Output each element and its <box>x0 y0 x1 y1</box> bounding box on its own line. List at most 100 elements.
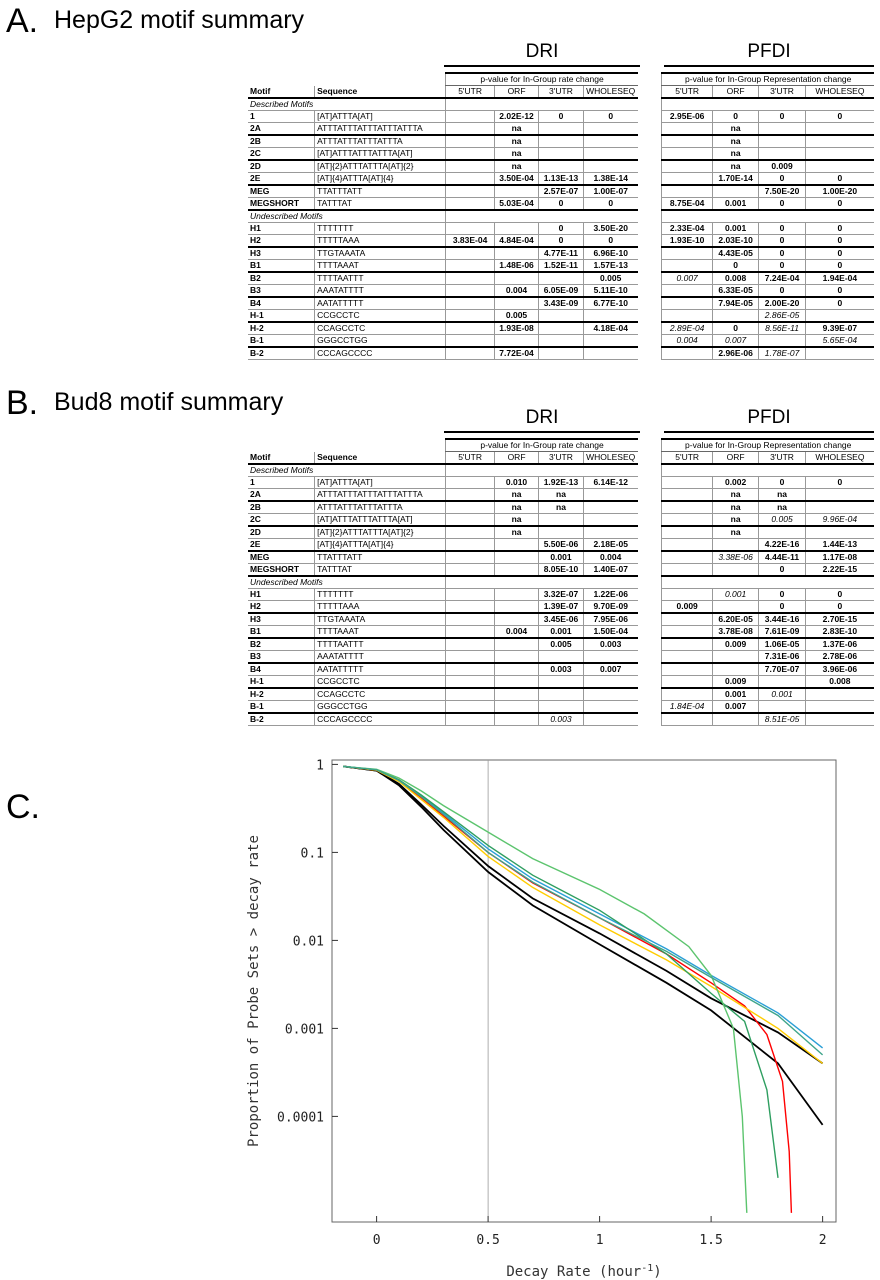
pfdi-value <box>661 259 713 273</box>
dri-value <box>493 588 539 601</box>
dri-value: 0.004 <box>493 284 539 298</box>
pfdi-value: 6.20E-05 <box>711 613 759 626</box>
pfdi-value: 7.94E-05 <box>711 297 759 310</box>
pfdi-value: na <box>711 526 759 539</box>
motif-name: B3 <box>248 284 315 298</box>
pfdi-value: 0 <box>804 476 874 489</box>
dri-value <box>493 713 539 726</box>
y-tick-label: 0.001 <box>285 1022 324 1037</box>
dri-value <box>445 688 495 701</box>
dri-value: 5.03E-04 <box>493 197 539 211</box>
dri-value: 8.05E-10 <box>538 563 584 577</box>
dri-value <box>538 700 584 714</box>
col-header-pfdi: 3'UTR <box>758 85 806 99</box>
pfdi-value <box>661 713 713 726</box>
dri-value <box>538 513 584 527</box>
motif-sequence: AATATTTTT <box>314 297 446 310</box>
dri-value <box>493 613 539 626</box>
pfdi-value: 0.001 <box>758 688 806 701</box>
motif-sequence: CCCAGCCCC <box>314 713 446 726</box>
col-header-pfdi: ORF <box>711 451 759 465</box>
pfdi-value <box>661 513 713 527</box>
pfdi-value <box>758 675 806 689</box>
series-line <box>343 765 824 1056</box>
dri-value: 1.13E-13 <box>538 172 584 186</box>
col-header-dri: ORF <box>493 451 539 465</box>
motif-name: H-1 <box>248 675 315 689</box>
series-line <box>343 765 824 1065</box>
dri-value <box>538 160 584 173</box>
dri-value <box>538 347 584 360</box>
panel-b-pfdi-title: PFDI <box>747 407 791 428</box>
pfdi-value: 8.56E-11 <box>758 322 806 335</box>
dri-value <box>538 526 584 539</box>
dri-value: 0.010 <box>493 476 539 489</box>
y-tick-label: 0.1 <box>301 846 324 861</box>
motif-name: B-2 <box>248 713 315 726</box>
pfdi-value: 0 <box>758 110 806 123</box>
pfdi-value: 0.008 <box>711 272 759 285</box>
motif-sequence: [AT]ATTTA[AT] <box>314 476 446 489</box>
motif-sequence: ATTTATTTATTTATTTA <box>314 501 446 514</box>
pfdi-value <box>661 551 713 564</box>
pfdi-value: 6.33E-05 <box>711 284 759 298</box>
dri-value <box>582 488 638 502</box>
section-label: Described Motifs <box>248 98 446 111</box>
dri-value <box>582 122 638 136</box>
table-row: B3 AAATATTTT 0.004 6.05E-09 5.11E-10 6.33E-05… <box>248 284 874 298</box>
section-label-row: Described Motifs <box>248 464 874 477</box>
table-row: 2C [AT]ATTTATTTATTTA[AT] na na 0.005 9.96E-04 <box>248 513 874 527</box>
table-subheader-row: p-value for In-Group rate change p-value … <box>248 438 874 452</box>
motif-name: 2E <box>248 538 315 552</box>
panel-b-dri-title: DRI <box>525 407 559 428</box>
pfdi-value: 8.51E-05 <box>758 713 806 726</box>
panel-b-dri-rule <box>444 431 640 433</box>
panel-b-title: Bud8 motif summary <box>54 388 284 416</box>
hepg2-motif-table: p-value for In-Group rate change p-value … <box>248 72 874 360</box>
dri-value: 1.93E-08 <box>493 322 539 335</box>
motif-sequence: CCGCCTC <box>314 675 446 689</box>
dri-value: 7.95E-06 <box>582 613 638 626</box>
table-row: B-1 GGGCCTGG 0.004 0.007 5.65E-04 <box>248 334 874 348</box>
pfdi-value <box>661 488 713 502</box>
dri-value: 1.57E-13 <box>582 259 638 273</box>
dri-value <box>445 513 495 527</box>
pfdi-value: 0 <box>758 284 806 298</box>
blank-cell <box>445 464 638 477</box>
pfdi-value <box>758 147 806 161</box>
pfdi-value: 1.00E-20 <box>804 185 874 198</box>
pfdi-value: 7.31E-06 <box>758 650 806 664</box>
table-row: B4 AATATTTTT 3.43E-09 6.77E-10 7.94E-05 2.00E… <box>248 297 874 310</box>
blank-cell <box>661 210 874 223</box>
dri-value <box>493 563 539 577</box>
motif-name: 1 <box>248 110 315 123</box>
dri-value: 3.50E-20 <box>582 222 638 235</box>
pfdi-value <box>711 650 759 664</box>
col-header-pfdi: 3'UTR <box>758 451 806 465</box>
pfdi-value <box>711 563 759 577</box>
dri-value <box>582 347 638 360</box>
pfdi-value: 7.70E-07 <box>758 663 806 676</box>
table-row: H1 TTTTTTT 0 3.50E-20 2.33E-04 0.001 0 0 <box>248 222 874 235</box>
pfdi-value <box>804 688 874 701</box>
pfdi-value: 0 <box>804 197 874 211</box>
dri-value: 2.18E-05 <box>582 538 638 552</box>
motif-sequence: TTTTTAAA <box>314 600 446 614</box>
dri-value: 1.50E-04 <box>582 625 638 639</box>
pfdi-value <box>661 675 713 689</box>
pfdi-value: 2.70E-15 <box>804 613 874 626</box>
motif-sequence: [AT]{2}ATTTATTTA[AT]{2} <box>314 160 446 173</box>
table-row: MEG TTATTTATT 0.001 0.004 3.38E-06 4.44E-11 1.… <box>248 551 874 564</box>
dri-value <box>445 147 495 161</box>
section-label: Undescribed Motifs <box>248 210 446 223</box>
motif-sequence: TTTTAATTT <box>314 638 446 651</box>
dri-value <box>582 650 638 664</box>
dri-value <box>445 488 495 502</box>
table-row: B4 AATATTTTT 0.003 0.007 7.70E-07 3.96E-06 <box>248 663 874 676</box>
dri-value: 0.005 <box>582 272 638 285</box>
pfdi-value <box>661 147 713 161</box>
x-tick-label: 0.5 <box>476 1233 499 1248</box>
motif-name: MEGSHORT <box>248 197 315 211</box>
pfdi-value: 0.001 <box>711 588 759 601</box>
dri-value <box>445 284 495 298</box>
